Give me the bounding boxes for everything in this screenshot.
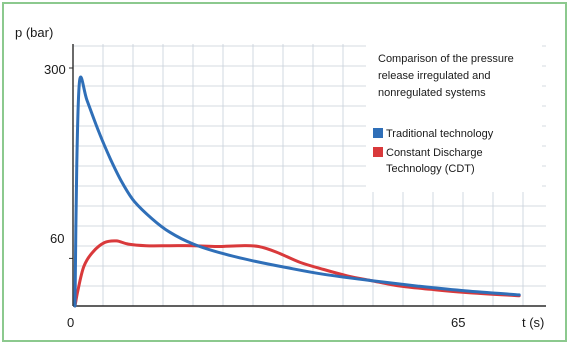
title-line-1: Comparison of the pressure	[378, 53, 514, 65]
y-tick-label-300: 300	[44, 62, 66, 77]
series-line-cdt	[73, 239, 521, 308]
series-line-traditional	[73, 75, 521, 308]
x-tick-label-65: 65	[451, 315, 465, 330]
x-tick-label-0: 0	[67, 315, 74, 330]
legend: Traditional technology Constant Discharg…	[373, 128, 494, 175]
x-axis-label: t (s)	[522, 315, 544, 330]
legend-label-cdt-line-1: Constant Discharge	[386, 147, 483, 159]
legend-label-traditional: Traditional technology	[386, 128, 494, 140]
axes	[69, 44, 546, 307]
chart-title-note: Comparison of the pressure release irreg…	[366, 44, 542, 192]
title-line-2: release irregulated and	[378, 70, 491, 82]
legend-swatch-traditional	[373, 128, 383, 138]
y-tick-label-60: 60	[50, 231, 64, 246]
legend-label-cdt-line-2: Technology (CDT)	[386, 163, 475, 175]
legend-swatch-cdt	[373, 147, 383, 157]
y-axis-label: p (bar)	[15, 25, 53, 40]
series-layer	[73, 75, 521, 308]
note-background	[366, 44, 542, 192]
title-line-3: nonregulated systems	[378, 87, 486, 99]
